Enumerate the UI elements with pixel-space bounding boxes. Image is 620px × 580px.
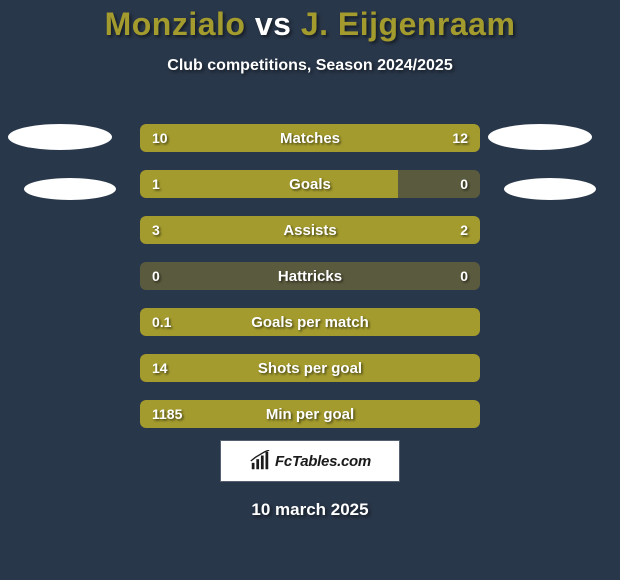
stat-label: Matches <box>140 124 480 152</box>
stat-row: Goals per match0.1 <box>140 308 480 336</box>
brand-badge[interactable]: FcTables.com <box>220 440 400 482</box>
stat-row: Assists3 2 <box>140 216 480 244</box>
stat-label: Goals <box>140 170 480 198</box>
stat-value-right: 0 <box>460 170 468 198</box>
date-label: 10 march 2025 <box>0 500 620 520</box>
stat-row: Shots per goal14 <box>140 354 480 382</box>
player-oval <box>488 124 592 150</box>
comparison-title: Monzialo vs J. Eijgenraam <box>0 0 620 43</box>
stat-value-left: 1185 <box>152 400 182 428</box>
stat-value-left: 14 <box>152 354 168 382</box>
stat-value-left: 3 <box>152 216 160 244</box>
stat-label: Hattricks <box>140 262 480 290</box>
stat-value-right: 2 <box>460 216 468 244</box>
stat-label: Goals per match <box>140 308 480 336</box>
stat-row: Hattricks0 0 <box>140 262 480 290</box>
stat-row: Matches10 12 <box>140 124 480 152</box>
chart-icon <box>249 450 271 472</box>
stat-value-left: 0.1 <box>152 308 171 336</box>
stat-label: Min per goal <box>140 400 480 428</box>
player-oval <box>504 178 596 200</box>
stat-value-left: 0 <box>152 262 160 290</box>
player-oval <box>24 178 116 200</box>
stat-label: Assists <box>140 216 480 244</box>
stat-value-left: 1 <box>152 170 160 198</box>
subtitle: Club competitions, Season 2024/2025 <box>0 57 620 75</box>
stat-row: Goals1 0 <box>140 170 480 198</box>
stat-row: Min per goal1185 <box>140 400 480 428</box>
player1-name: Monzialo <box>105 6 246 42</box>
comparison-chart: Matches1012Goals10Assists32Hattricks00Go… <box>140 124 480 446</box>
player2-name: J. Eijgenraam <box>301 6 516 42</box>
stat-label: Shots per goal <box>140 354 480 382</box>
stat-value-right: 0 <box>460 262 468 290</box>
stat-value-left: 10 <box>152 124 168 152</box>
vs-text: vs <box>255 6 292 42</box>
stat-value-right: 12 <box>452 124 468 152</box>
brand-text: FcTables.com <box>275 453 371 470</box>
player-oval <box>8 124 112 150</box>
